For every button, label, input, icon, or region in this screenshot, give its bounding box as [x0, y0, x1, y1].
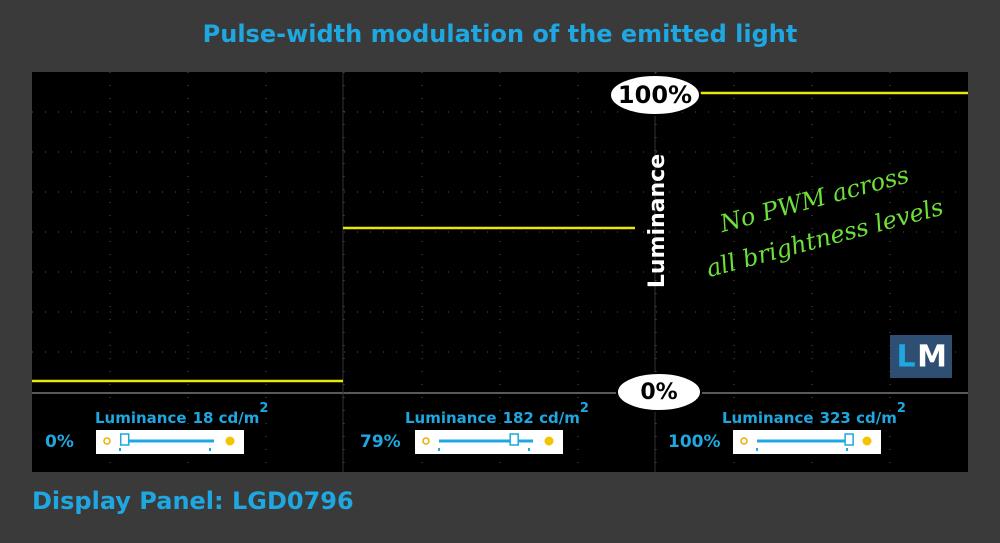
sun-large	[225, 436, 235, 446]
reading: 182 cd/m	[503, 409, 580, 427]
luminance-label: Luminance 323 cd/m2	[722, 401, 906, 427]
brightness: 79%	[360, 432, 401, 452]
top-marker: 100%	[618, 81, 692, 109]
slider-thumb	[119, 433, 130, 446]
exponent: 2	[259, 401, 268, 416]
sun-small	[740, 437, 748, 445]
exponent: 2	[897, 401, 906, 416]
sun-large	[544, 436, 554, 446]
traces	[32, 91, 968, 383]
slider-thumb	[844, 433, 854, 446]
title: Pulse-width modulation of the emitted li…	[203, 20, 798, 48]
panels: Luminance 18 cd/m20%Luminance 182 cd/m279%…	[45, 401, 906, 454]
luminance-label: Luminance 182 cd/m2	[405, 401, 589, 427]
bottom-marker: 0%	[640, 380, 677, 405]
exponent: 2	[580, 401, 589, 416]
slider-thumb	[509, 433, 519, 446]
logo-letter: M	[917, 340, 947, 375]
sun-small	[103, 437, 111, 445]
reading: 323 cd/m	[820, 409, 897, 427]
marker-ellipse	[616, 372, 702, 412]
label: Luminance	[95, 409, 187, 427]
luminance-label: Luminance 18 cd/m2	[95, 401, 268, 427]
caption: Display Panel: LGD0796	[32, 487, 354, 515]
reading: 18 cd/m	[193, 409, 260, 427]
label: Luminance	[405, 409, 497, 427]
axis-label: Luminance	[645, 154, 670, 288]
marker-ellipse	[609, 74, 701, 116]
brightness: 100%	[668, 432, 721, 452]
sun-small	[422, 437, 430, 445]
logo	[890, 335, 952, 378]
logo-letter: L	[896, 340, 915, 375]
grid	[32, 72, 968, 472]
label: Luminance	[722, 409, 814, 427]
brightness: 0%	[45, 432, 74, 452]
sun-large	[862, 436, 872, 446]
